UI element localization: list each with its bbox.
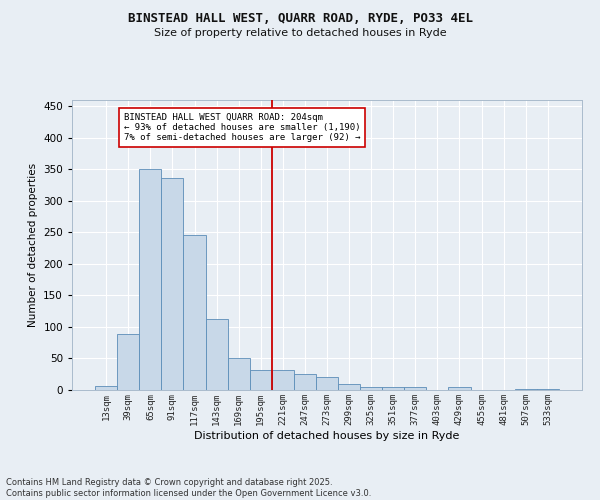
Bar bbox=[382, 387, 404, 390]
Bar bbox=[184, 235, 206, 390]
Y-axis label: Number of detached properties: Number of detached properties bbox=[28, 163, 38, 327]
Bar bbox=[537, 388, 559, 390]
X-axis label: Distribution of detached houses by size in Ryde: Distribution of detached houses by size … bbox=[194, 430, 460, 440]
Text: Contains HM Land Registry data © Crown copyright and database right 2025.
Contai: Contains HM Land Registry data © Crown c… bbox=[6, 478, 371, 498]
Bar bbox=[515, 388, 537, 390]
Bar bbox=[117, 334, 139, 390]
Bar bbox=[95, 386, 117, 390]
Bar bbox=[404, 387, 427, 390]
Bar bbox=[250, 370, 272, 390]
Bar bbox=[161, 178, 184, 390]
Bar bbox=[316, 378, 338, 390]
Bar bbox=[294, 374, 316, 390]
Text: Size of property relative to detached houses in Ryde: Size of property relative to detached ho… bbox=[154, 28, 446, 38]
Text: BINSTEAD HALL WEST QUARR ROAD: 204sqm
← 93% of detached houses are smaller (1,19: BINSTEAD HALL WEST QUARR ROAD: 204sqm ← … bbox=[124, 112, 361, 142]
Text: BINSTEAD HALL WEST, QUARR ROAD, RYDE, PO33 4EL: BINSTEAD HALL WEST, QUARR ROAD, RYDE, PO… bbox=[128, 12, 473, 26]
Bar bbox=[227, 358, 250, 390]
Bar bbox=[448, 388, 470, 390]
Bar bbox=[360, 387, 382, 390]
Bar bbox=[338, 384, 360, 390]
Bar bbox=[272, 370, 294, 390]
Bar bbox=[206, 320, 227, 390]
Bar bbox=[139, 170, 161, 390]
